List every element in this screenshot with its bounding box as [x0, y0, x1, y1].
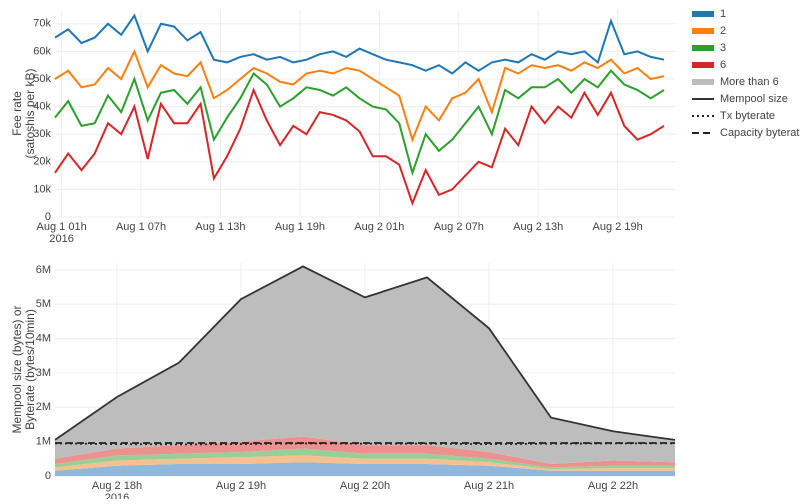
y-tick-label: 3M — [36, 367, 51, 379]
x-tick-label: Aug 2 19h — [216, 480, 266, 492]
stacked-area — [55, 448, 675, 470]
y-tick-label: 4M — [36, 332, 51, 344]
x-tick-label: Aug 2 19h — [593, 221, 643, 233]
x-year-label: 2016 — [105, 492, 129, 499]
y-tick-label: 1M — [36, 436, 51, 448]
legend-label: 2 — [720, 25, 726, 37]
y-tick-label: 2M — [36, 401, 51, 413]
y-tick-label: 0 — [45, 211, 51, 223]
y-tick-label: 5M — [36, 298, 51, 310]
y-tick-label: 70k — [33, 18, 51, 30]
y-tick-label: 40k — [33, 101, 51, 113]
series-line — [54, 265, 676, 441]
x-tick-label: Aug 1 01h — [37, 221, 87, 233]
x-tick-label: Aug 2 20h — [340, 480, 390, 492]
x-tick-label: Aug 2 01h — [354, 221, 404, 233]
x-tick-label: Aug 1 07h — [116, 221, 166, 233]
series-line — [54, 87, 665, 207]
x-tick-label: Aug 2 22h — [588, 480, 638, 492]
y-tick-label: 6M — [36, 264, 51, 276]
y-axis-title: Byterate (bytes/10min) — [23, 309, 37, 430]
stacked-area — [55, 266, 675, 464]
x-tick-label: Aug 1 13h — [195, 221, 245, 233]
x-tick-label: Aug 2 18h — [92, 480, 142, 492]
y-axis-title: Mempool size (bytes) or — [10, 305, 24, 433]
legend-swatch — [692, 11, 714, 17]
y-axis-title: Fee rate — [10, 91, 24, 136]
x-year-label: 2016 — [49, 233, 73, 245]
legend-label: 1 — [720, 8, 726, 20]
series-line — [54, 48, 665, 143]
legend-swatch — [692, 28, 714, 34]
stacked-area — [55, 455, 675, 471]
x-tick-label: Aug 2 13h — [513, 221, 563, 233]
x-tick-label: Aug 1 19h — [275, 221, 325, 233]
legend-label: 6 — [720, 59, 726, 71]
y-tick-label: 30k — [33, 128, 51, 140]
legend-label: Capacity byterate — [720, 127, 800, 139]
legend-swatch — [692, 45, 714, 51]
x-tick-label: Aug 2 21h — [464, 480, 514, 492]
legend-swatch — [692, 79, 714, 85]
legend-label: Mempool size — [720, 93, 788, 105]
y-tick-label: 20k — [33, 156, 51, 168]
legend-swatch — [692, 62, 714, 68]
x-tick-label: Aug 2 07h — [434, 221, 484, 233]
y-tick-label: 0 — [45, 470, 51, 482]
y-tick-label: 60k — [33, 45, 51, 57]
y-tick-label: 10k — [33, 183, 51, 195]
legend-label: Tx byterate — [720, 110, 775, 122]
y-tick-label: 50k — [33, 73, 51, 85]
stacked-area — [55, 462, 675, 476]
legend-label: More than 6 — [720, 76, 779, 88]
y-axis-title: (satoshis per kB) — [23, 68, 37, 158]
series-line — [54, 69, 665, 177]
legend-label: 3 — [720, 42, 726, 54]
series-line — [54, 13, 665, 75]
